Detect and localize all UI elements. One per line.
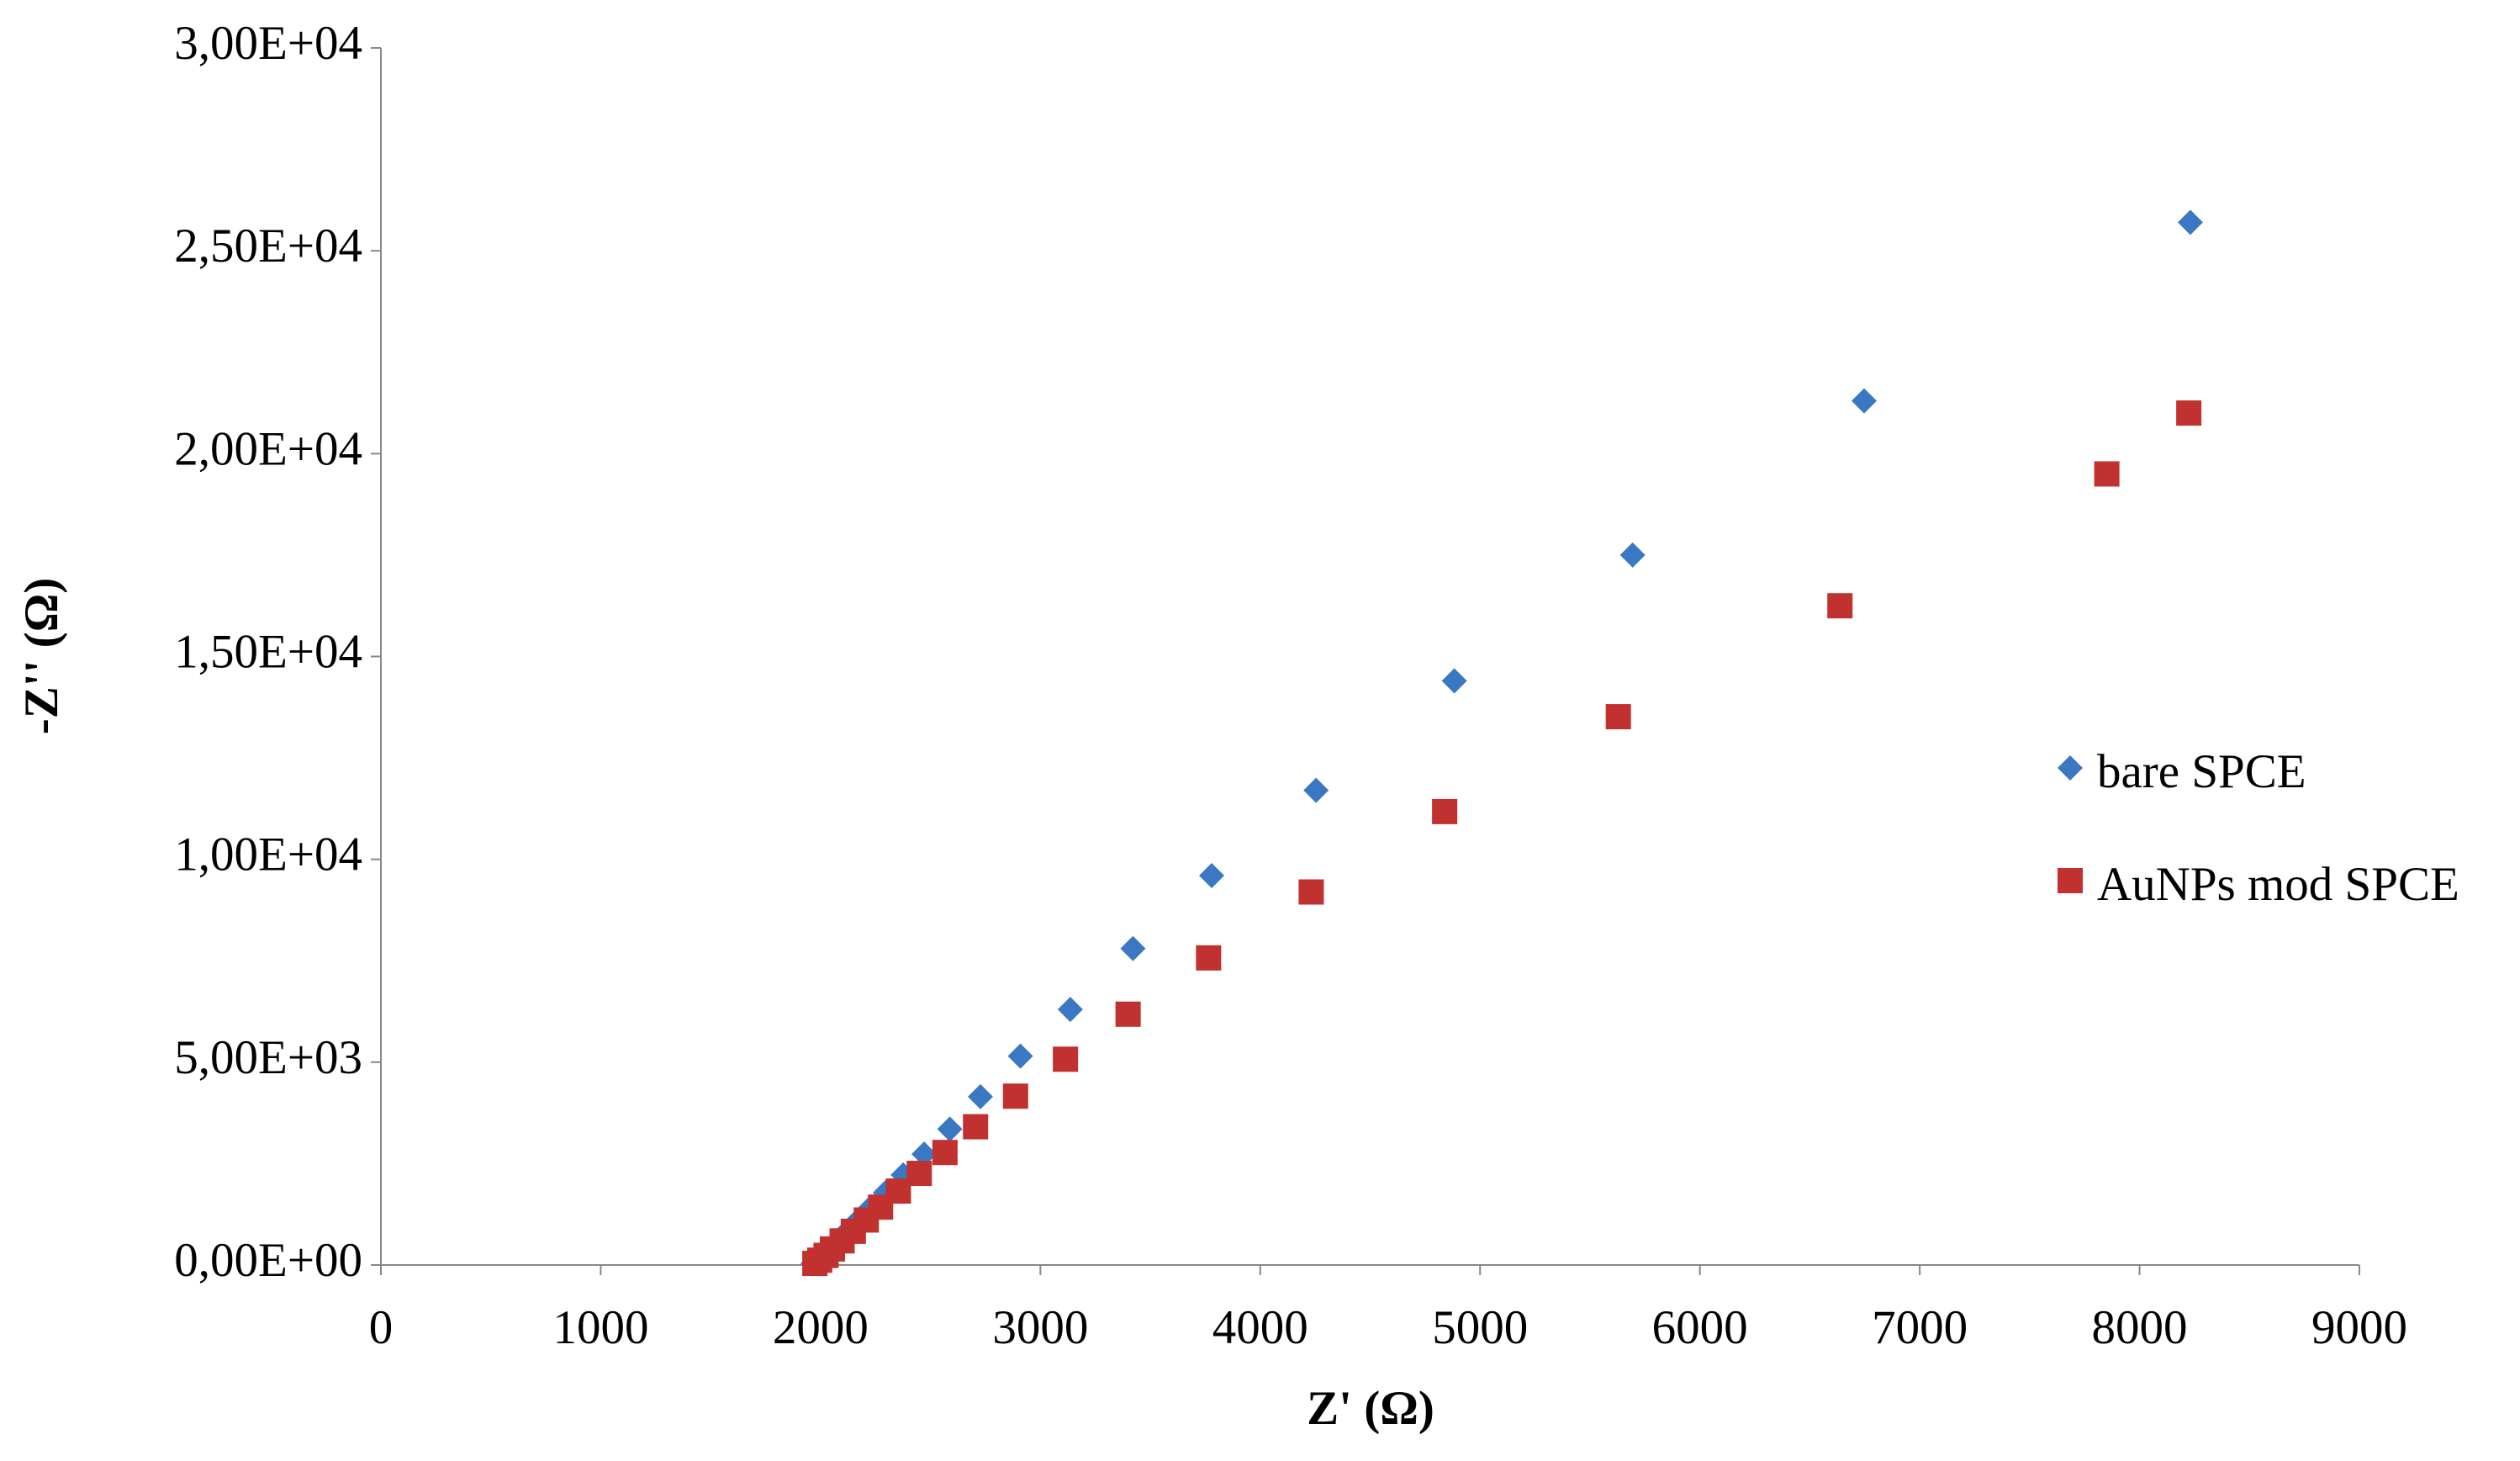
x-tick-label: 2000 <box>773 1301 869 1354</box>
x-tick-label: 8000 <box>2092 1301 2188 1354</box>
point <box>1198 862 1224 888</box>
point <box>937 1116 963 1142</box>
x-tick-label: 5000 <box>1432 1301 1528 1354</box>
point <box>1619 542 1646 568</box>
point <box>1120 935 1146 961</box>
point <box>1007 1043 1033 1069</box>
point <box>967 1083 993 1109</box>
x-tick-label: 9000 <box>2311 1301 2407 1354</box>
point <box>1432 798 1458 824</box>
point <box>1057 997 1083 1023</box>
y-tick-label: 3,00E+04 <box>174 17 362 70</box>
point <box>1053 1046 1079 1072</box>
legend-label: bare SPCE <box>2097 745 2306 798</box>
point <box>1605 704 1631 730</box>
point <box>1827 593 1853 619</box>
legend-marker <box>2058 755 2083 781</box>
x-tick-label: 1000 <box>552 1301 648 1354</box>
point <box>963 1114 989 1140</box>
point <box>1115 1001 1141 1027</box>
point <box>932 1140 958 1166</box>
point <box>2094 461 2120 487</box>
point <box>1303 777 1329 803</box>
point <box>1298 879 1324 905</box>
point <box>1196 945 1222 971</box>
y-tick-label: 5,00E+03 <box>174 1031 362 1084</box>
point <box>2177 209 2203 236</box>
legend-marker <box>2058 868 2083 893</box>
y-axis-title: -Z'' (Ω) <box>15 578 68 735</box>
legend-label: AuNPs mod SPCE <box>2097 858 2459 911</box>
point <box>1441 668 1467 694</box>
y-tick-label: 1,00E+04 <box>174 828 362 881</box>
x-tick-label: 0 <box>369 1301 394 1354</box>
y-tick-label: 2,50E+04 <box>174 220 362 273</box>
x-tick-label: 4000 <box>1212 1301 1308 1354</box>
y-tick-label: 2,00E+04 <box>174 422 362 475</box>
y-tick-label: 1,50E+04 <box>174 626 362 679</box>
x-tick-label: 6000 <box>1652 1301 1748 1354</box>
x-tick-label: 7000 <box>1872 1301 1968 1354</box>
y-tick-label: 0,00E+00 <box>174 1234 362 1287</box>
x-tick-label: 3000 <box>992 1301 1088 1354</box>
point <box>1002 1083 1028 1109</box>
x-axis-title: Z' (Ω) <box>1307 1382 1434 1435</box>
point <box>2176 400 2202 426</box>
point <box>1851 388 1877 414</box>
point <box>911 1141 938 1167</box>
point <box>802 1251 828 1277</box>
